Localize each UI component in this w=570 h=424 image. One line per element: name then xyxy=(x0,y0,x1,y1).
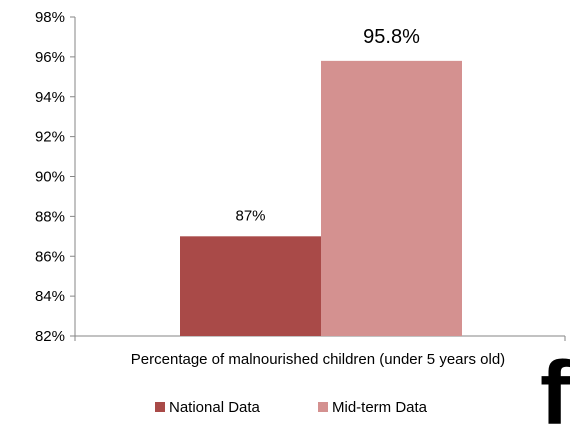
watermark-logo-text: fl xyxy=(540,344,570,424)
y-tick-label: 88% xyxy=(35,208,65,225)
watermark-logo: fl xyxy=(540,344,570,424)
data-label: 95.8% xyxy=(363,26,420,48)
y-tick-label: 82% xyxy=(35,328,65,345)
data-labels: 87% 95.8% xyxy=(235,26,420,224)
legend: National Data Mid-term Data xyxy=(155,399,428,416)
legend-label: National Data xyxy=(169,399,261,416)
y-tick-label: 92% xyxy=(35,129,65,146)
legend-swatch xyxy=(318,402,328,412)
y-tick-label: 90% xyxy=(35,169,65,186)
y-tick-label: 84% xyxy=(35,288,65,305)
bar-national-data xyxy=(180,236,321,336)
bar-mid-term-data xyxy=(321,60,462,337)
x-category-label: Percentage of malnourished children (und… xyxy=(131,351,505,368)
data-label: 87% xyxy=(235,207,265,224)
bars xyxy=(180,60,462,337)
y-tick-label: 94% xyxy=(35,89,65,106)
legend-label: Mid-term Data xyxy=(332,399,428,416)
legend-swatch xyxy=(155,402,165,412)
y-tick-label: 96% xyxy=(35,49,65,66)
y-tick-label: 86% xyxy=(35,248,65,265)
y-tick-label: 98% xyxy=(35,9,65,26)
axes: 82% 84% 86% 88% 90% 92% 94% 96% 98% Percentage of… xyxy=(35,9,566,368)
